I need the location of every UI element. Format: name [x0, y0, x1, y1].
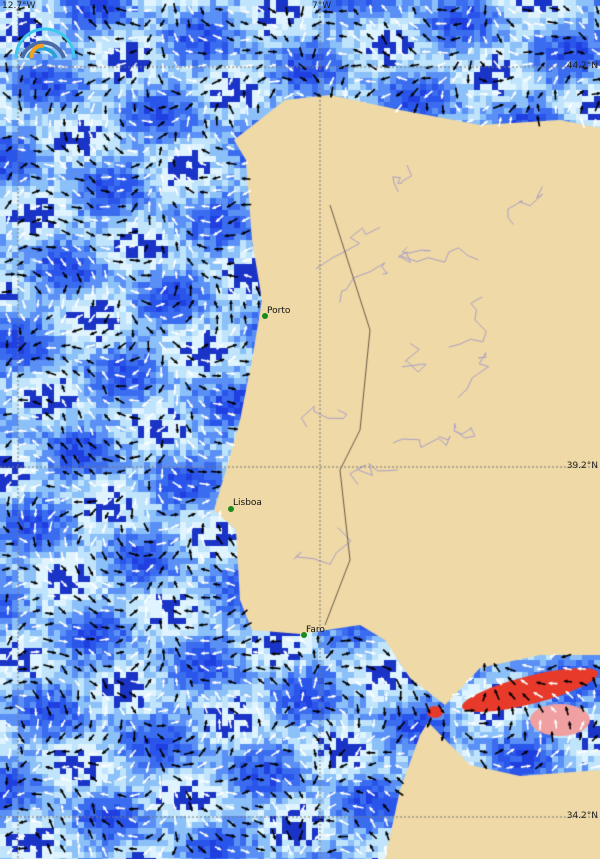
city-label-faro: Faro	[306, 625, 325, 635]
city-marker-faro[interactable]	[301, 632, 307, 638]
lat-label-bottom: 34.2°N	[566, 811, 598, 821]
lon-label-west: 12.7°W	[2, 1, 36, 11]
rainbow-arc-icon	[14, 27, 76, 59]
lat-label-top: 44.2°N	[566, 61, 598, 71]
lon-label-mid: 7°W	[312, 1, 332, 11]
city-label-porto: Porto	[267, 306, 291, 316]
city-label-lisboa: Lisboa	[233, 498, 262, 508]
lat-label-mid: 39.2°N	[566, 461, 598, 471]
city-marker-lisboa[interactable]	[228, 506, 234, 512]
city-marker-porto[interactable]	[262, 313, 268, 319]
